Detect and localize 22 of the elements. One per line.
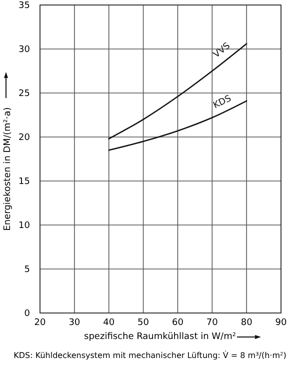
y-tick-label: 20 (18, 133, 30, 143)
x-tick-label: 20 (34, 318, 46, 328)
y-tick-label: 5 (24, 265, 30, 275)
x-tick-label: 70 (206, 318, 218, 328)
y-tick-label: 25 (18, 89, 30, 99)
y-tick-label: 15 (18, 177, 30, 187)
text: KDS: Kühldeckensystem mit mechanischer Lüftung: V̇ = 8 m³/(h·m²) (14, 350, 286, 360)
y-tick-label: 30 (18, 45, 30, 55)
y-tick-label: 0 (24, 309, 30, 319)
x-tick-label: 80 (240, 318, 253, 328)
text: VVS (212, 41, 233, 60)
x-tick-label: 60 (172, 318, 184, 328)
x-tick-label: 40 (103, 318, 115, 328)
line-series (108, 43, 248, 140)
text: KDS (212, 94, 234, 112)
y-tick-label: 35 (18, 1, 30, 11)
x-tick-label: 90 (275, 318, 287, 328)
x-tick-label: 50 (138, 318, 150, 328)
x-tick-label: 30 (68, 318, 80, 328)
y-axis-title: Energiekosten in DM/(m²·a) (3, 107, 13, 231)
x-axis-title: spezifische Raumkühllast in W/m² (84, 332, 236, 342)
y-tick-label: 10 (18, 221, 30, 231)
